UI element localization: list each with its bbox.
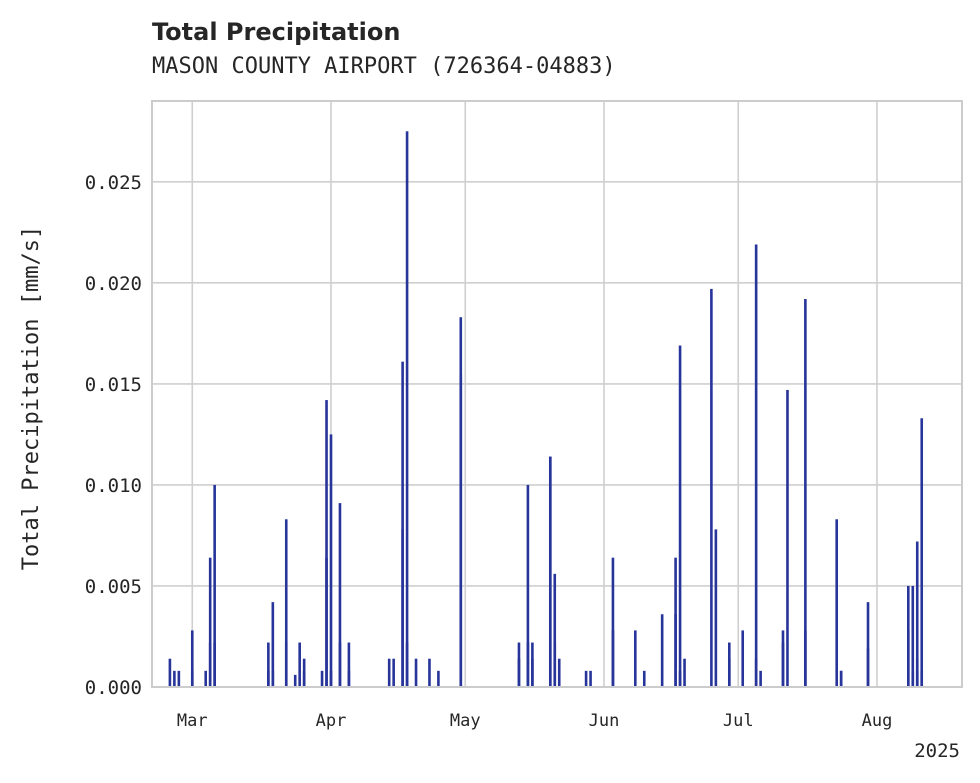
precipitation-bar [674, 557, 677, 687]
y-axis-label: Total Precipitation [mm/s] [19, 226, 44, 570]
plot-frame [151, 100, 963, 688]
precipitation-bar [517, 658, 521, 687]
y-tick-label: 0.020 [85, 273, 142, 295]
precipitation-bar [190, 630, 194, 687]
precipitation-bar [920, 418, 924, 687]
precipitation-bar [213, 642, 216, 687]
precipitation-bar [531, 658, 534, 687]
precipitation-bar [284, 642, 288, 687]
precipitation-bar [660, 614, 664, 687]
precipitation-bar [866, 602, 870, 687]
precipitation-bar [428, 658, 431, 687]
precipitation-bar [634, 630, 637, 687]
precipitation-bar [338, 503, 342, 687]
precipitation-bar [414, 658, 418, 687]
precipitation-bar [329, 434, 333, 687]
precipitation-bar [642, 670, 646, 687]
y-tick-label: 0.010 [85, 475, 142, 497]
precipitation-bar [920, 670, 924, 687]
precipitation-bar [915, 541, 919, 687]
precipitation-bar [347, 642, 351, 687]
precipitation-bar [459, 317, 463, 687]
x-tick-label: Mar [177, 711, 208, 731]
precipitation-bar [168, 658, 172, 687]
precipitation-bar [401, 529, 404, 687]
precipitation-bar [906, 585, 910, 687]
precipitation-bar [584, 670, 588, 687]
precipitation-bar [271, 670, 275, 687]
chart-subtitle: MASON COUNTY AIRPORT (726364-04883) [152, 54, 616, 79]
precipitation-bar [786, 389, 789, 687]
precipitation-bar [401, 361, 404, 687]
precipitation-bar [589, 670, 592, 687]
precipitation-bar [611, 557, 615, 687]
precipitation-bar [754, 658, 758, 687]
precipitation-bar [526, 484, 530, 687]
precipitation-bars [168, 131, 924, 687]
precipitation-bar [325, 400, 328, 687]
x-tick-label: Apr [316, 711, 347, 731]
precipitation-bar [683, 658, 686, 687]
precipitation-bar [741, 630, 745, 687]
precipitation-bar [553, 642, 557, 687]
precipitation-bar [298, 642, 301, 687]
chart-title: Total Precipitation [152, 18, 400, 46]
y-tick-label: 0.000 [85, 677, 142, 699]
precipitation-bar [173, 670, 176, 687]
precipitation-bar [553, 573, 557, 687]
precipitation-bar [835, 519, 838, 687]
precipitation-bar [557, 658, 561, 687]
x-axis-ticks: Mar Apr May Jun Jul Aug [177, 711, 892, 731]
precipitation-bar [329, 670, 333, 687]
y-axis-ticks: 0.000 0.005 0.010 0.015 0.020 0.025 [85, 172, 142, 699]
x-tick-label: Aug [862, 711, 893, 731]
precipitation-bar [405, 131, 409, 687]
precipitation-bar [839, 670, 843, 687]
precipitation-bar [302, 670, 306, 687]
x-tick-label: May [450, 711, 481, 731]
precipitation-bar [190, 670, 194, 687]
y-tick-label: 0.025 [85, 172, 142, 194]
precipitation-bar [804, 299, 807, 687]
precipitation-bar [177, 670, 181, 687]
x-axis-offset-label: 2025 [914, 740, 960, 762]
gridlines [152, 101, 962, 688]
precipitation-bar [678, 345, 682, 687]
precipitation-bar [911, 585, 915, 687]
precipitation-bar [727, 658, 731, 687]
precipitation-bar [781, 630, 785, 687]
precipitation-bar [347, 670, 351, 687]
precipitation-bar [526, 642, 530, 687]
precipitation-bar [611, 630, 615, 687]
precipitation-bar [338, 642, 342, 687]
precipitation-bar [759, 670, 762, 687]
precipitation-bar [804, 630, 807, 687]
precipitation-bar [437, 670, 440, 687]
precipitation-bar [293, 674, 297, 687]
precipitation-bar [866, 648, 870, 687]
precipitation-bar [267, 642, 270, 687]
x-tick-label: Jun [589, 711, 620, 731]
precipitation-bar [387, 658, 391, 687]
precipitation-bar [208, 557, 212, 687]
x-tick-label: Jul [723, 711, 754, 731]
precipitation-bar [710, 288, 713, 687]
precipitation-bar [405, 642, 409, 687]
precipitation-bar [271, 602, 275, 687]
precipitation-bar [714, 529, 718, 687]
precipitation-bar [754, 244, 758, 687]
precipitation-bar [204, 670, 208, 687]
precipitation-bar [548, 456, 552, 687]
precipitation-bar [320, 670, 324, 687]
precipitation-bar [284, 519, 288, 687]
y-tick-label: 0.005 [85, 576, 142, 598]
precipitation-bar [392, 658, 395, 687]
precipitation-bar [267, 670, 270, 687]
precipitation-bar [678, 670, 682, 687]
y-tick-label: 0.015 [85, 374, 142, 396]
precipitation-bar [213, 484, 216, 687]
